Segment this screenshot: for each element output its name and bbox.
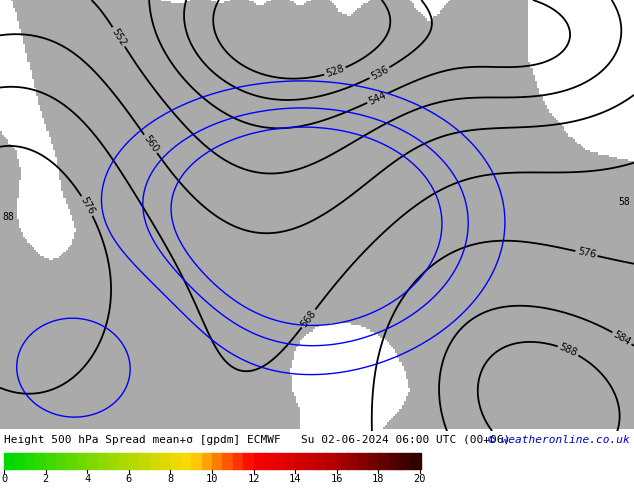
Bar (285, 453, 295, 469)
Text: 584: 584 (612, 329, 633, 347)
Bar (171, 453, 181, 469)
Text: 536: 536 (369, 64, 390, 82)
Bar (410, 453, 420, 469)
Bar (378, 453, 389, 469)
Bar (36, 453, 46, 469)
Bar (56, 453, 67, 469)
Text: 8: 8 (167, 474, 174, 484)
Bar (160, 453, 171, 469)
Text: 552: 552 (110, 26, 128, 48)
Bar (119, 453, 129, 469)
Bar (275, 453, 285, 469)
Text: Height 500 hPa Spread mean+σ [gpdm] ECMWF   Su 02-06-2024 06:00 UTC (00+06): Height 500 hPa Spread mean+σ [gpdm] ECMW… (4, 435, 510, 445)
Bar (316, 453, 327, 469)
Bar (399, 453, 410, 469)
Bar (233, 453, 243, 469)
Bar (223, 453, 233, 469)
Text: 528: 528 (325, 64, 346, 79)
Text: 560: 560 (141, 133, 160, 154)
Text: 544: 544 (367, 90, 388, 106)
Text: 2: 2 (42, 474, 49, 484)
Text: 16: 16 (330, 474, 343, 484)
Bar (254, 453, 264, 469)
Bar (389, 453, 399, 469)
Bar (347, 453, 358, 469)
Bar (181, 453, 191, 469)
Bar (306, 453, 316, 469)
Bar (337, 453, 347, 469)
Bar (202, 453, 212, 469)
Bar (108, 453, 119, 469)
Bar (243, 453, 254, 469)
Bar (139, 453, 150, 469)
Bar (67, 453, 77, 469)
Bar (358, 453, 368, 469)
Bar (87, 453, 98, 469)
Text: 18: 18 (372, 474, 385, 484)
Bar (77, 453, 87, 469)
Bar (368, 453, 379, 469)
Text: 6: 6 (126, 474, 132, 484)
Bar (25, 453, 36, 469)
Bar (264, 453, 275, 469)
Text: 14: 14 (289, 474, 301, 484)
Bar (212, 453, 223, 469)
Bar (191, 453, 202, 469)
Text: 12: 12 (247, 474, 260, 484)
Bar (129, 453, 139, 469)
Text: 576: 576 (78, 196, 96, 217)
Bar (295, 453, 306, 469)
Bar (15, 453, 25, 469)
Bar (4, 453, 15, 469)
Bar (150, 453, 160, 469)
Bar (46, 453, 56, 469)
Text: 10: 10 (206, 474, 218, 484)
Text: 588: 588 (558, 342, 579, 359)
Bar (327, 453, 337, 469)
Bar (98, 453, 108, 469)
Text: 576: 576 (576, 246, 597, 261)
Text: 58: 58 (618, 196, 630, 207)
Text: 568: 568 (299, 308, 318, 329)
Text: © weatheronline.co.uk: © weatheronline.co.uk (488, 435, 630, 445)
Text: 0: 0 (1, 474, 7, 484)
Text: 88: 88 (2, 212, 14, 221)
Text: 20: 20 (414, 474, 426, 484)
Text: 4: 4 (84, 474, 90, 484)
